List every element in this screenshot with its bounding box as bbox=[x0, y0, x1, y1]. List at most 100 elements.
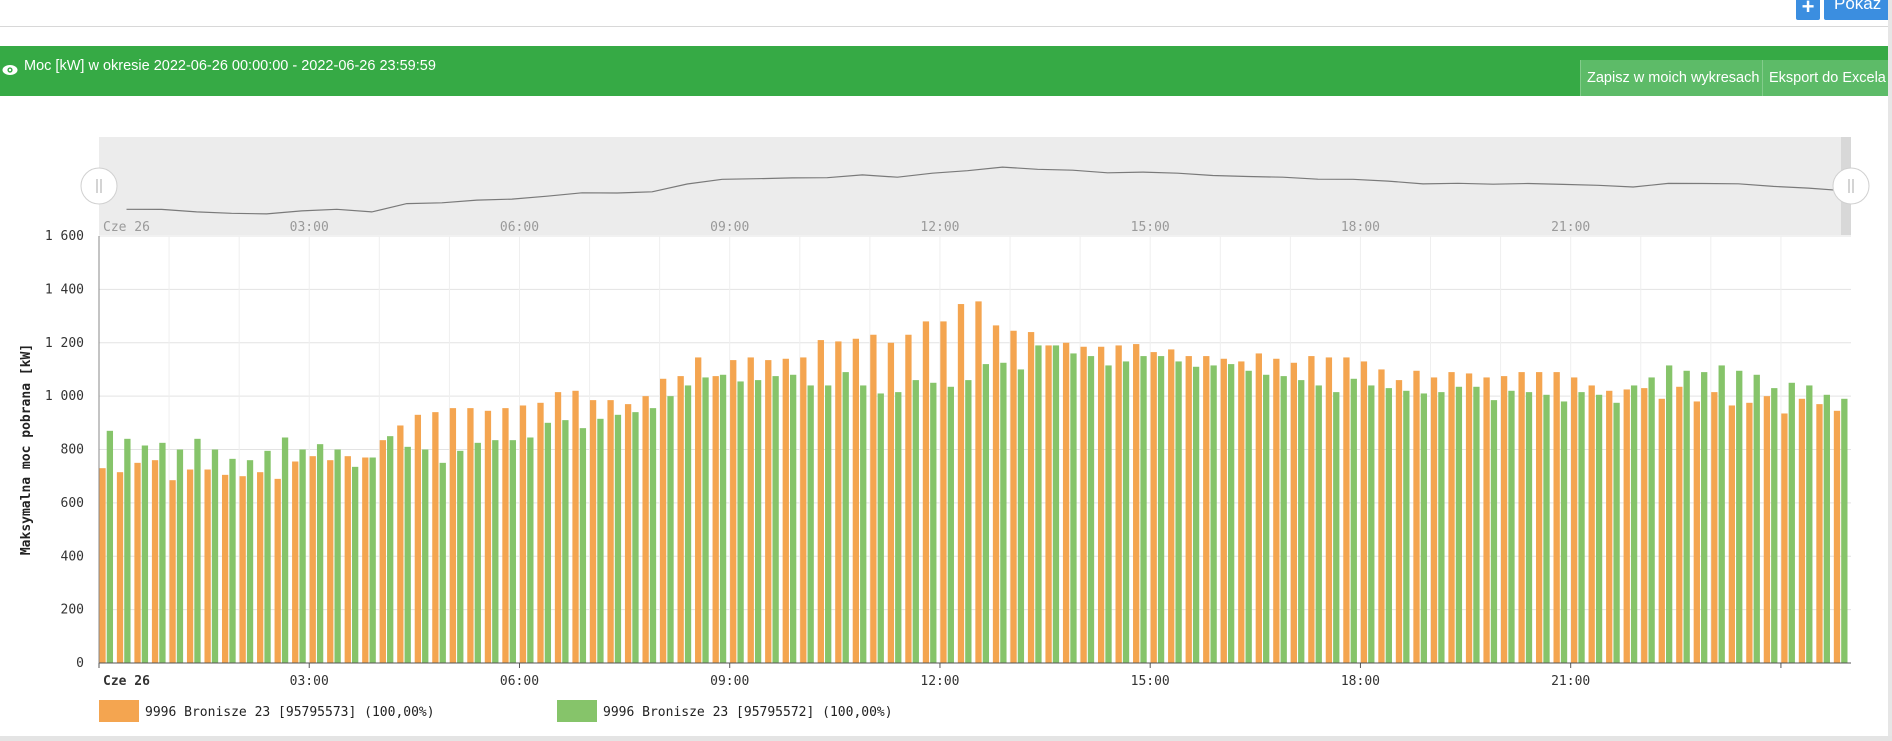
bar-green bbox=[176, 449, 184, 663]
bar-green bbox=[912, 380, 919, 663]
bar-orange bbox=[1203, 356, 1210, 663]
bar-orange bbox=[1746, 402, 1753, 663]
bar-orange bbox=[414, 414, 422, 663]
legend-item[interactable]: 9996 Bronisze 23 [95795572] (100,00%) bbox=[557, 700, 893, 722]
navigator-handle-right[interactable] bbox=[1832, 167, 1870, 205]
bar-orange bbox=[957, 304, 965, 663]
bar-green bbox=[124, 438, 131, 663]
legend-label: 9996 Bronisze 23 [95795572] (100,00%) bbox=[603, 705, 893, 720]
bar-orange bbox=[905, 334, 912, 663]
navigator: Cze 26 03:00 06:00 09:00 12:00 15:00 18:00 21:0… bbox=[80, 137, 1870, 235]
navigator-handle-left[interactable] bbox=[80, 167, 118, 205]
bar-green bbox=[351, 466, 359, 663]
bar-orange bbox=[116, 472, 124, 663]
x-tick-label: 21:00 bbox=[1551, 674, 1590, 689]
bar-orange bbox=[1325, 357, 1333, 663]
bar-green bbox=[1087, 356, 1095, 663]
bar-green bbox=[632, 412, 639, 663]
bar-orange bbox=[1623, 389, 1630, 663]
bar-green bbox=[439, 462, 446, 663]
bar-orange bbox=[1360, 361, 1368, 663]
bar-orange bbox=[519, 405, 527, 663]
legend-swatch bbox=[99, 700, 139, 722]
y-tick-label: 1 000 bbox=[45, 389, 84, 404]
bar-green bbox=[194, 438, 201, 663]
plus-icon[interactable]: + bbox=[1796, 0, 1820, 20]
bar-green bbox=[649, 408, 657, 663]
bar-green bbox=[387, 436, 394, 663]
bar-green bbox=[614, 414, 622, 663]
bar-green bbox=[281, 437, 289, 663]
bar-orange bbox=[677, 376, 684, 663]
bar-green bbox=[211, 449, 219, 663]
bar-orange bbox=[134, 462, 141, 663]
x-tick-label: 15:00 bbox=[1131, 674, 1170, 689]
navigator-tick-label: Cze 26 bbox=[103, 220, 150, 235]
bar-orange bbox=[1763, 396, 1771, 664]
bar-orange bbox=[1693, 401, 1700, 663]
bar-green bbox=[1227, 364, 1235, 663]
navigator-area bbox=[99, 137, 1851, 235]
bar-orange bbox=[1448, 372, 1455, 663]
bar-orange bbox=[169, 480, 176, 663]
bar-orange bbox=[1535, 372, 1543, 663]
bar-orange bbox=[782, 358, 789, 663]
show-button[interactable]: Pokaż bbox=[1824, 0, 1892, 20]
bar-orange bbox=[765, 360, 772, 663]
power-chart: Cze 26 03:00 06:00 09:00 12:00 15:00 18:00 21:0… bbox=[19, 137, 1870, 722]
bar-orange bbox=[852, 338, 860, 663]
chart-axes: 0 200 400 600 800 1 000 1 200 1 400 1 600 Cze 26 0… bbox=[19, 229, 1851, 689]
bar-orange bbox=[870, 334, 877, 663]
bar-green bbox=[1000, 362, 1007, 663]
bar-green bbox=[772, 376, 779, 663]
bar-green bbox=[1508, 390, 1515, 663]
bar-green bbox=[930, 382, 937, 663]
bar-green bbox=[1070, 353, 1077, 663]
bar-green bbox=[860, 385, 867, 663]
y-axis-title: Maksymalna moc pobrana [kW] bbox=[19, 344, 34, 555]
bar-green bbox=[982, 364, 990, 663]
bar-orange bbox=[99, 468, 106, 663]
bar-orange bbox=[1413, 370, 1420, 663]
bar-orange bbox=[1553, 372, 1560, 663]
y-tick-label: 200 bbox=[61, 603, 84, 618]
bar-green bbox=[1438, 392, 1445, 663]
save-to-my-charts-button[interactable]: Zapisz w moich wykresach bbox=[1580, 60, 1766, 96]
bar-green bbox=[1560, 401, 1568, 663]
bar-orange bbox=[1465, 373, 1473, 663]
bar-orange bbox=[344, 456, 351, 663]
bar-green bbox=[684, 385, 692, 663]
export-excel-button[interactable]: Eksport do Excela bbox=[1762, 60, 1892, 96]
bar-green bbox=[527, 437, 534, 663]
bar-orange bbox=[467, 408, 474, 663]
bar-orange bbox=[309, 456, 316, 663]
chart-title: Moc [kW] w okresie 2022-06-26 00:00:00 -… bbox=[24, 58, 436, 74]
bar-orange bbox=[1097, 346, 1105, 663]
bar-green bbox=[737, 381, 744, 663]
bar-green bbox=[579, 428, 587, 663]
bar-orange bbox=[1255, 353, 1262, 663]
bar-green bbox=[895, 392, 902, 663]
bar-green bbox=[264, 450, 271, 663]
bar-orange bbox=[1500, 376, 1508, 663]
bar-green bbox=[667, 396, 674, 664]
y-tick-label: 1 200 bbox=[45, 336, 84, 351]
bar-orange bbox=[537, 402, 544, 663]
legend-item[interactable]: 9996 Bronisze 23 [95795573] (100,00%) bbox=[99, 700, 435, 722]
bar-green bbox=[1350, 378, 1357, 663]
chart-grid bbox=[98, 235, 1851, 664]
bar-orange bbox=[835, 341, 842, 663]
bar-orange bbox=[1430, 377, 1438, 663]
bar-green bbox=[316, 444, 324, 663]
top-toolbar: + Pokaż bbox=[0, 0, 1892, 27]
bar-green bbox=[369, 457, 376, 663]
bar-green bbox=[1017, 369, 1025, 663]
bar-green bbox=[1175, 361, 1182, 663]
bar-green bbox=[1525, 392, 1533, 663]
bar-green bbox=[1613, 402, 1620, 663]
bar-orange bbox=[257, 472, 264, 663]
navigator-tick-label: 06:00 bbox=[500, 220, 539, 235]
bar-green bbox=[1788, 382, 1795, 663]
bar-orange bbox=[554, 392, 562, 663]
bar-green bbox=[1841, 398, 1848, 663]
